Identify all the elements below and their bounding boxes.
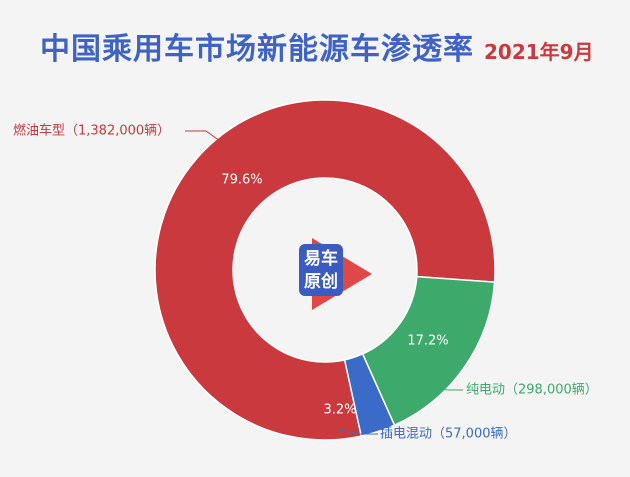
logo-text-line1: 易车	[304, 248, 338, 269]
title-main: 中国乘用车市场新能源车渗透率	[40, 32, 474, 67]
chart-title: 中国乘用车市场新能源车渗透率 2021年9月	[40, 24, 594, 68]
logo-block-shape	[299, 244, 343, 296]
slice-category-label-1: 纯电动（298,000辆）	[466, 383, 598, 398]
leader-line-2	[338, 429, 378, 435]
leader-line-0	[185, 130, 221, 142]
slice-percent-label-0: 79.6%	[221, 173, 262, 188]
leader-line-1	[416, 385, 463, 391]
logo-text-line2: 原创	[304, 271, 338, 292]
yiche-logo: 易车 原创	[299, 238, 372, 310]
slice-category-label-2: 插电混动（57,000辆）	[380, 427, 517, 442]
title-date: 2021年9月	[484, 40, 594, 64]
slice-percent-label-2: 3.2%	[323, 403, 356, 418]
slice-percent-label-1: 17.2%	[407, 334, 448, 349]
donut-slice-0	[154, 99, 496, 441]
slice-category-label-0: 燃油车型（1,382,000辆）	[13, 123, 170, 139]
donut-slice-2	[343, 352, 396, 437]
